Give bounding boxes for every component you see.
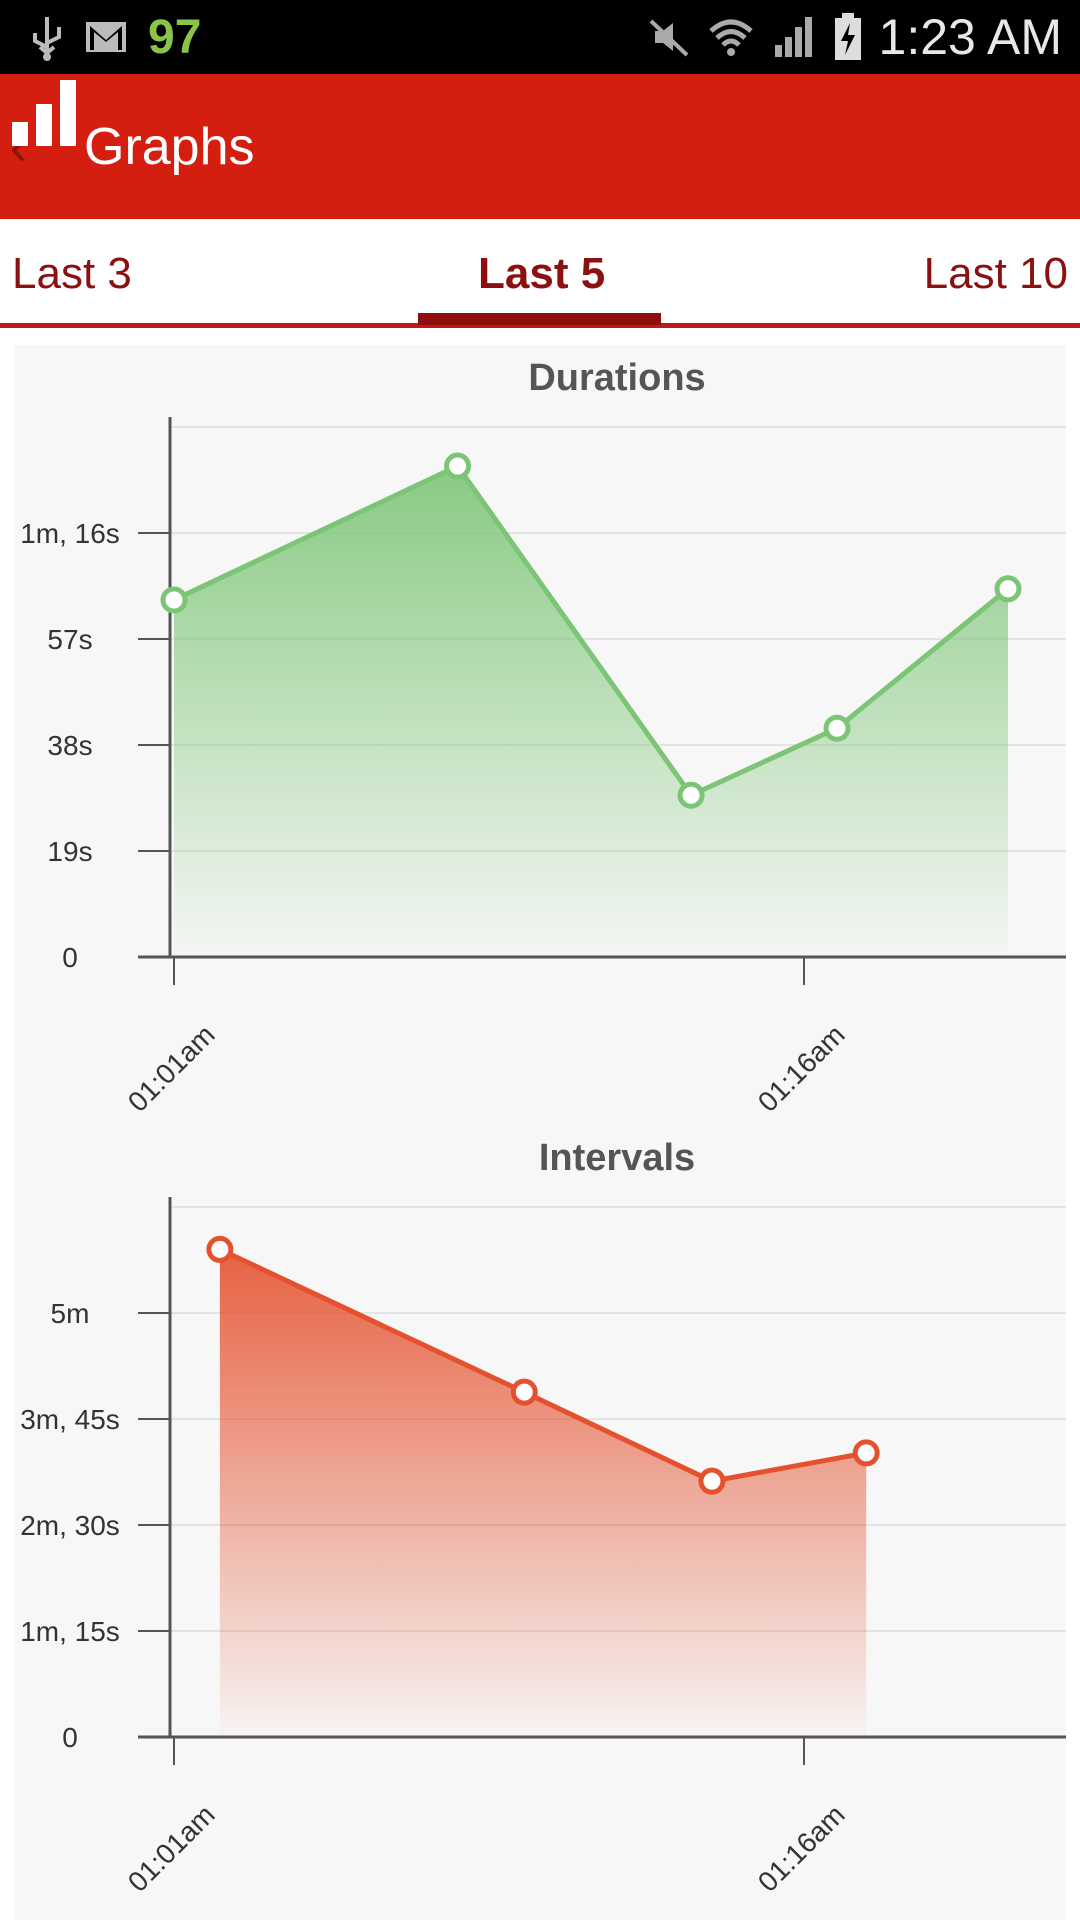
y-tick-label: 5m bbox=[51, 1298, 90, 1329]
y-tick-label: 0 bbox=[62, 1722, 78, 1753]
tab-last-5[interactable]: Last 5 bbox=[478, 249, 606, 298]
tab-bar: Last 3 Last 5 Last 10 bbox=[0, 219, 1080, 329]
mute-icon bbox=[649, 19, 688, 57]
tab-active-indicator bbox=[418, 313, 661, 325]
y-tick-label: 38s bbox=[47, 730, 92, 761]
y-tick-label: 0 bbox=[62, 942, 78, 973]
wifi-icon bbox=[708, 19, 753, 56]
data-point bbox=[510, 1378, 538, 1406]
status-bar: 97 1:23 AM bbox=[0, 0, 1080, 74]
data-point bbox=[206, 1235, 234, 1263]
y-tick-label: 19s bbox=[47, 836, 92, 867]
data-point bbox=[852, 1439, 880, 1467]
chart-title: Durations bbox=[528, 357, 705, 399]
chart-title: Intervals bbox=[539, 1137, 695, 1179]
data-point bbox=[994, 575, 1022, 603]
x-tick-label: 01:16am bbox=[752, 1019, 851, 1118]
x-tick-label: 01:16am bbox=[752, 1799, 851, 1898]
y-tick-label: 1m, 16s bbox=[20, 518, 120, 549]
y-tick-label: 1m, 15s bbox=[20, 1616, 120, 1647]
x-tick-label: 01:01am bbox=[122, 1799, 221, 1898]
tab-last-10[interactable]: Last 10 bbox=[923, 249, 1068, 298]
series-line bbox=[218, 1247, 867, 1484]
gmail-icon bbox=[86, 22, 126, 52]
data-point bbox=[823, 714, 851, 742]
usb-icon bbox=[33, 17, 61, 61]
x-tick-label: 01:01am bbox=[122, 1019, 221, 1118]
data-point bbox=[160, 586, 188, 614]
app-bar: ‹ Graphs bbox=[0, 74, 1080, 219]
page-title: Graphs bbox=[84, 117, 255, 176]
battery-charging-icon bbox=[834, 13, 861, 60]
tab-last-3[interactable]: Last 3 bbox=[12, 249, 132, 298]
data-point bbox=[444, 452, 472, 480]
charts-svg: Durations 0 19s 38s 57s 1m, 16s 01:01am 01:16am… bbox=[20, 357, 1066, 1898]
series-area bbox=[219, 1249, 867, 1737]
battery-level: 97 bbox=[148, 10, 202, 64]
series-area bbox=[174, 466, 1008, 957]
data-point bbox=[698, 1467, 726, 1495]
signal-icon bbox=[774, 17, 812, 57]
clock: 1:23 AM bbox=[878, 9, 1062, 65]
y-tick-label: 57s bbox=[47, 624, 92, 655]
y-tick-label: 2m, 30s bbox=[20, 1510, 120, 1541]
y-tick-label: 3m, 45s bbox=[20, 1404, 120, 1435]
bar-chart-icon[interactable] bbox=[10, 74, 84, 148]
data-point bbox=[677, 781, 705, 809]
tab-divider bbox=[0, 323, 1080, 328]
charts-panel: Durations 0 19s 38s 57s 1m, 16s 01:01am 01:16am… bbox=[14, 345, 1066, 1920]
